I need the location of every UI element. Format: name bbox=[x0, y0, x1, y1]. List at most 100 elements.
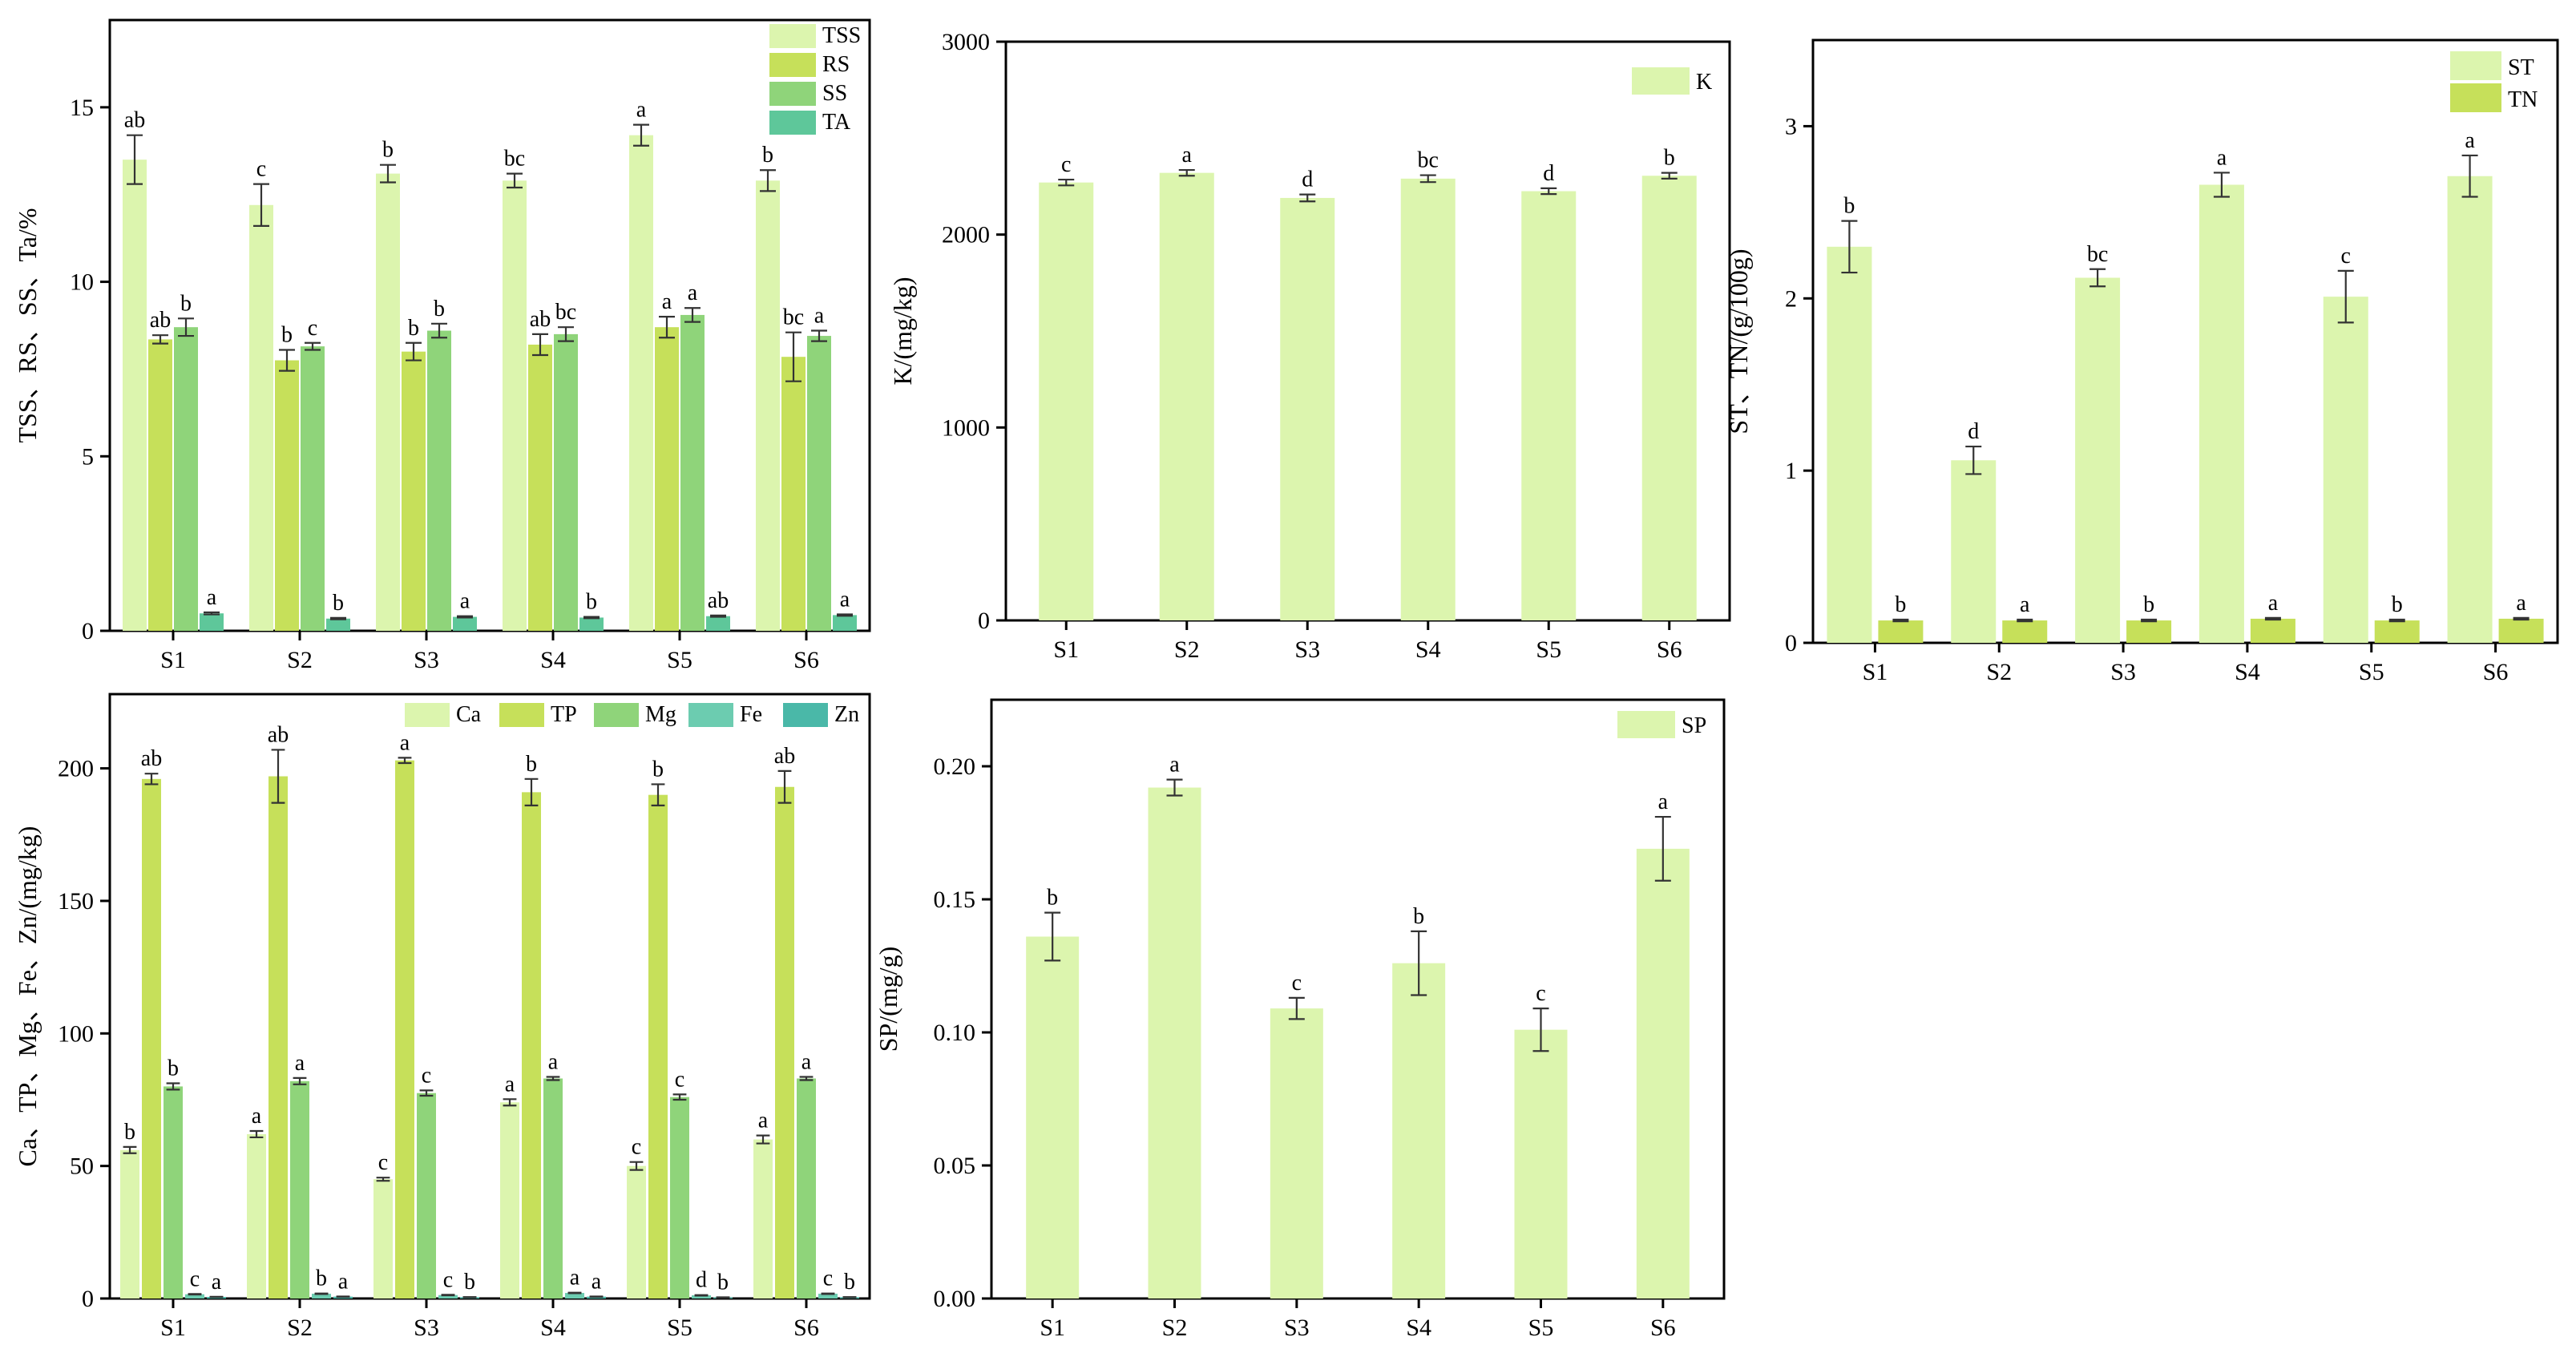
significance-label: a bbox=[592, 1270, 602, 1294]
bar-tp-s4 bbox=[522, 792, 541, 1299]
error-bar bbox=[2337, 269, 2354, 324]
error-bar bbox=[659, 316, 675, 339]
bar-rs-s6 bbox=[781, 357, 806, 631]
significance-label: b bbox=[2392, 592, 2403, 617]
plot-frame bbox=[108, 18, 871, 632]
legend-label: Zn bbox=[834, 702, 859, 727]
y-tick-label: 3000 bbox=[942, 29, 990, 55]
error-bar bbox=[1965, 445, 1982, 475]
significance-label: a bbox=[662, 289, 672, 314]
error-bar bbox=[503, 1098, 517, 1107]
legend-label: TN bbox=[2508, 87, 2538, 112]
x-tick-label: S4 bbox=[1406, 1315, 1431, 1341]
significance-label: ab bbox=[141, 746, 162, 771]
error-bar bbox=[567, 1291, 582, 1294]
x-tick-label: S6 bbox=[793, 647, 819, 673]
significance-label: ab bbox=[268, 722, 289, 747]
significance-label: c bbox=[823, 1266, 833, 1291]
legend-label: ST bbox=[2508, 55, 2534, 80]
bar-ta-s5 bbox=[706, 616, 730, 631]
significance-label: c bbox=[632, 1135, 641, 1160]
significance-label: bc bbox=[504, 147, 525, 172]
y-tick-label: 0.20 bbox=[934, 753, 976, 780]
error-bar bbox=[2513, 616, 2530, 621]
legend-label: RS bbox=[822, 52, 850, 77]
error-bar bbox=[1411, 930, 1427, 996]
significance-label: c bbox=[422, 1063, 431, 1088]
bar-tn-s1 bbox=[1878, 620, 1924, 643]
significance-label: a bbox=[1658, 790, 1669, 814]
x-tick-label: S5 bbox=[667, 1315, 692, 1341]
y-tick-label: 0 bbox=[1785, 630, 1797, 656]
significance-label: a bbox=[1182, 143, 1193, 168]
y-tick-label: 1 bbox=[1785, 458, 1797, 484]
bar-k-s2 bbox=[1159, 172, 1214, 621]
legend: SP bbox=[1617, 711, 1706, 738]
bar-ta-s4 bbox=[579, 617, 604, 631]
legend-label: TSS bbox=[822, 23, 861, 48]
error-bar bbox=[204, 611, 220, 616]
significance-label: b bbox=[1895, 592, 1906, 617]
plot-frame bbox=[108, 693, 871, 1300]
bar-k-s1 bbox=[1039, 182, 1094, 621]
x-tick-label: S6 bbox=[2483, 659, 2509, 685]
bar-tss-s6 bbox=[756, 180, 780, 632]
bar-tp-s3 bbox=[395, 760, 414, 1299]
significance-label: c bbox=[256, 157, 266, 182]
legend: K bbox=[1632, 67, 1712, 95]
plot-frame bbox=[990, 698, 1726, 1300]
error-bar bbox=[419, 1089, 434, 1097]
bar-ss-s3 bbox=[427, 330, 451, 631]
significance-label: b bbox=[652, 757, 664, 782]
significance-label: a bbox=[570, 1266, 580, 1290]
bar-k-s3 bbox=[1280, 197, 1335, 620]
error-bar bbox=[279, 349, 295, 372]
significance-label: b bbox=[526, 752, 537, 777]
bar-rs-s3 bbox=[402, 351, 426, 631]
significance-label: ab bbox=[124, 108, 145, 133]
legend: ST TN bbox=[2450, 51, 2538, 112]
significance-label: b bbox=[1047, 886, 1058, 911]
significance-label: b bbox=[464, 1270, 475, 1294]
x-tick-label: S5 bbox=[1536, 636, 1561, 663]
significance-label: bc bbox=[2087, 242, 2108, 267]
error-bar bbox=[249, 1129, 264, 1139]
significance-label: ab bbox=[530, 307, 551, 332]
y-axis-title: Ca、TP、Mg、Fe、Zn/(mg/kg) bbox=[13, 826, 42, 1167]
legend-label: Ca bbox=[456, 702, 482, 727]
bar-k-s5 bbox=[1521, 191, 1577, 620]
error-bar bbox=[1532, 1008, 1549, 1052]
legend-swatch bbox=[405, 703, 450, 727]
plot-frame bbox=[1811, 38, 2559, 644]
error-bar bbox=[305, 341, 321, 351]
error-bar bbox=[760, 169, 776, 192]
error-bar bbox=[2213, 172, 2230, 198]
bar-tss-s3 bbox=[376, 173, 400, 632]
error-bar bbox=[123, 1145, 137, 1154]
bar-k-s6 bbox=[1641, 176, 1697, 621]
significance-label: c bbox=[308, 316, 317, 341]
bar-tp-s5 bbox=[648, 794, 668, 1299]
x-tick-label: S6 bbox=[793, 1315, 819, 1341]
y-tick-label: 0.05 bbox=[934, 1153, 976, 1179]
significance-label: b bbox=[2143, 592, 2154, 617]
error-bar bbox=[166, 1082, 180, 1091]
bar-sp-s4 bbox=[1392, 963, 1446, 1299]
y-tick-label: 50 bbox=[70, 1153, 94, 1180]
bar-fe-s1 bbox=[185, 1294, 204, 1299]
error-bar bbox=[629, 1161, 644, 1171]
x-tick-label: S1 bbox=[1863, 659, 1888, 685]
legend-label: Fe bbox=[740, 702, 762, 727]
x-tick-label: S4 bbox=[540, 1315, 566, 1341]
significance-label: b bbox=[180, 291, 192, 316]
y-tick-label: 200 bbox=[58, 756, 94, 782]
bar-tp-s1 bbox=[142, 778, 161, 1299]
bar-ss-s6 bbox=[807, 336, 831, 631]
x-tick-label: S2 bbox=[1162, 1315, 1188, 1341]
legend-swatch bbox=[769, 53, 816, 77]
error-bar bbox=[633, 123, 649, 147]
y-tick-label: 0 bbox=[82, 618, 94, 644]
y-tick-label: 1000 bbox=[942, 414, 990, 441]
legend: TSS RS SS TA bbox=[769, 23, 861, 135]
